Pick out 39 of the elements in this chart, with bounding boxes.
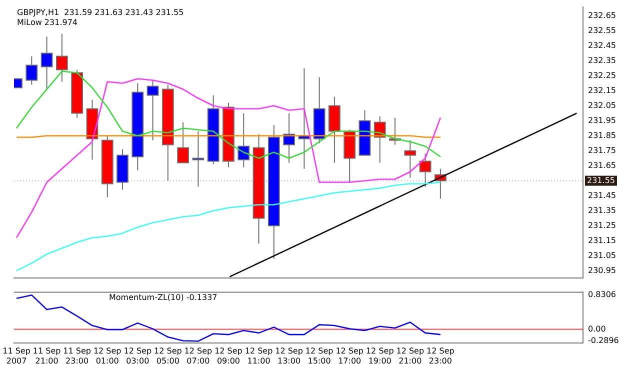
- x-tick-label: 12 Sep 09:00: [214, 346, 242, 366]
- y-tick-label: -0.2896: [588, 336, 619, 346]
- y-tick-label: 230.95: [588, 266, 616, 275]
- y-tick-label: 232.05: [588, 100, 616, 110]
- y-tick-label: 232.25: [588, 70, 616, 80]
- x-tick-label: 11 Sep 2007: [2, 346, 30, 366]
- chart-title: GBPJPY,H1 231.59 231.63 231.43 231.55: [17, 8, 184, 17]
- y-tick-label: 232.55: [588, 26, 616, 35]
- chart-title: Momentum-ZL(10) -0.1337: [109, 292, 218, 302]
- y-tick-label: 231.05: [588, 250, 616, 260]
- y-tick-label: 232.45: [588, 40, 616, 50]
- x-tick-label: 12 Sep 01:00: [93, 346, 122, 366]
- y-tick-label: 232.65: [588, 10, 616, 20]
- y-tick-label: 231.95: [588, 116, 616, 125]
- x-tick-label: 12 Sep 11:00: [244, 346, 273, 366]
- x-tick-label: 12 Sep 05:00: [154, 346, 182, 366]
- y-tick-label: 0.00: [588, 324, 606, 334]
- x-tick-label: 11 Sep 23:00: [63, 346, 91, 366]
- y-tick-label: 231.65: [588, 160, 616, 170]
- x-tick-label: 12 Sep 15:00: [305, 346, 334, 366]
- y-tick-label: 0.8306: [588, 290, 616, 300]
- y-tick-label: 231.15: [588, 236, 616, 245]
- text: MiLow 231.974: [17, 18, 78, 27]
- x-tick-label: 12 Sep 17:00: [336, 346, 364, 366]
- x-tick-label: 12 Sep 07:00: [184, 346, 212, 366]
- y-tick-label: 231.45: [588, 190, 616, 200]
- y-tick-label: 231.25: [588, 220, 616, 230]
- x-tick-label: 12 Sep 13:00: [275, 346, 303, 366]
- y-tick-label: 232.15: [588, 86, 616, 95]
- y-tick-label: 231.75: [588, 146, 616, 155]
- x-tick-label: 12 Sep 23:00: [426, 346, 454, 366]
- x-tick-label: 11 Sep 21:00: [32, 346, 61, 366]
- ref-line-label: 231.55: [587, 176, 615, 185]
- y-tick-label: 232.35: [588, 56, 616, 65]
- y-tick-label: 231.85: [588, 130, 616, 140]
- x-tick-label: 12 Sep 03:00: [124, 346, 152, 366]
- y-tick-label: 231.35: [588, 206, 616, 215]
- x-tick-label: 12 Sep 19:00: [366, 346, 394, 366]
- x-tick-label: 12 Sep 21:00: [396, 346, 424, 366]
